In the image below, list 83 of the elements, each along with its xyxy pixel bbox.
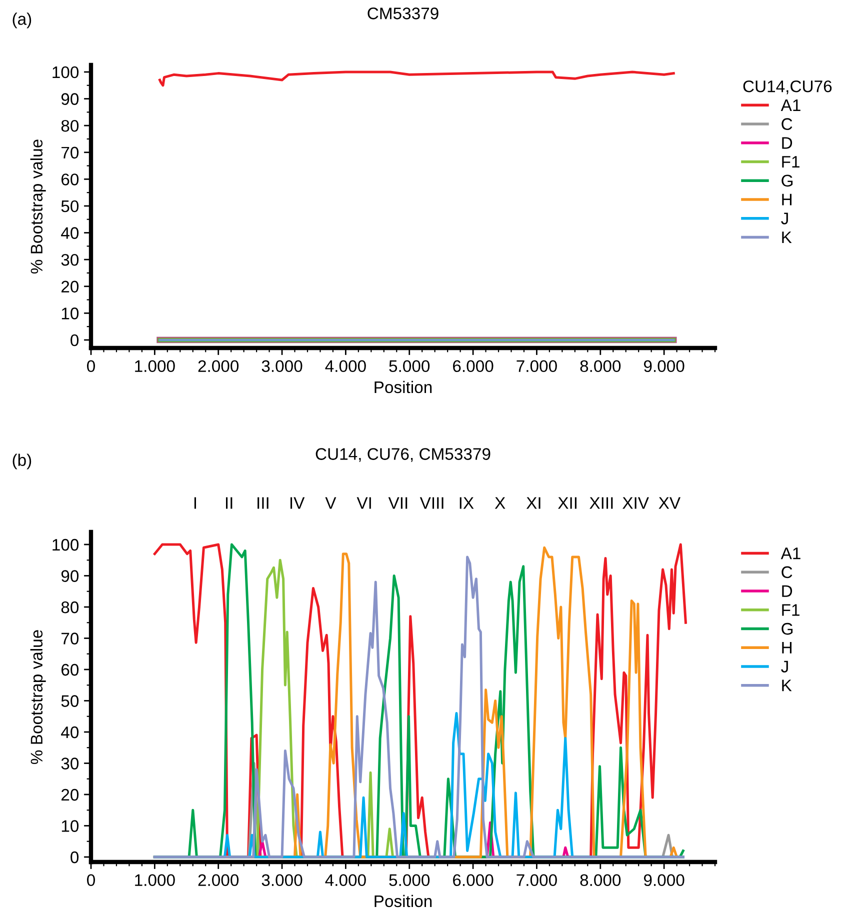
legend-label: K xyxy=(782,232,792,244)
legend-label: F1 xyxy=(782,604,800,616)
legend-label: K xyxy=(782,680,792,692)
x-tick-label: 6.000 xyxy=(453,360,494,372)
y-axis-title: % Bootstrap value xyxy=(30,140,46,274)
y-tick-label: 50 xyxy=(61,200,79,212)
y-axis-title: % Bootstrap value xyxy=(30,630,46,764)
legend-label: H xyxy=(782,194,792,206)
y-tick-label: 60 xyxy=(62,174,79,186)
x-tick-label: 7.000 xyxy=(516,360,557,372)
legend-label: C xyxy=(782,566,792,578)
text: V xyxy=(325,497,336,509)
text: IV xyxy=(290,497,305,509)
y-tick-label: 90 xyxy=(61,93,79,105)
y-tick-label: 30 xyxy=(61,758,79,770)
y-tick-label: 10 xyxy=(62,820,79,832)
legend-label: A1 xyxy=(780,99,800,111)
x-tick-label: 5.000 xyxy=(389,360,430,372)
text: (a) xyxy=(12,12,32,28)
x-tick-label: 9.000 xyxy=(644,874,684,886)
x-tick-label: 3.000 xyxy=(262,360,302,372)
x-axis-title: Position xyxy=(374,380,432,394)
legend-label: G xyxy=(782,622,793,635)
y-tick-label: 40 xyxy=(61,726,79,738)
y-tick-label: 70 xyxy=(62,632,79,644)
line-series xyxy=(158,70,675,87)
x-tick-label: 9.000 xyxy=(644,360,684,372)
x-tick-label: 4.000 xyxy=(325,874,366,886)
legend-label: J xyxy=(781,212,788,224)
y-tick-label: 50 xyxy=(61,695,79,707)
chart-title: CM53379 xyxy=(368,8,438,20)
x-tick-label: 2.000 xyxy=(198,360,239,372)
y-tick-label: 10 xyxy=(62,308,79,320)
x-tick-label: 3.000 xyxy=(262,874,302,886)
x-tick-label: 1.000 xyxy=(135,360,175,372)
text: IX xyxy=(460,497,474,509)
text: (b) xyxy=(12,454,32,470)
legend-label: A1 xyxy=(780,548,800,560)
x-tick-label: 7.000 xyxy=(516,874,557,886)
y-tick-label: 60 xyxy=(62,664,79,676)
text: II xyxy=(226,497,232,509)
chart-title: CU14, CU76, CM53379 xyxy=(316,448,490,462)
legend-label: D xyxy=(782,585,792,597)
text: I xyxy=(194,497,196,509)
legend-label: C xyxy=(782,118,792,130)
y-tick-label: 40 xyxy=(61,227,79,239)
text: XIII xyxy=(590,497,613,509)
x-tick-label: 0 xyxy=(87,360,95,372)
y-tick-label: 100 xyxy=(52,66,79,78)
legend-label: D xyxy=(782,137,792,149)
y-tick-label: 90 xyxy=(61,570,79,582)
text: XIV xyxy=(622,497,649,509)
x-tick-label: 8.000 xyxy=(580,874,621,886)
y-tick-label: 100 xyxy=(52,538,79,551)
legend-title: CU14,CU76 xyxy=(743,80,832,94)
x-axis-title: Position xyxy=(374,894,432,908)
y-tick-label: 20 xyxy=(61,788,79,801)
text: XV xyxy=(658,497,680,509)
text: III xyxy=(258,497,268,509)
text: VIII xyxy=(420,497,444,509)
x-tick-label: 2.000 xyxy=(198,874,239,886)
x-tick-label: 8.000 xyxy=(580,360,621,372)
text: XII xyxy=(558,497,576,509)
legend-label: J xyxy=(781,660,788,672)
y-tick-label: 80 xyxy=(61,120,79,132)
x-tick-label: 5.000 xyxy=(389,874,430,886)
legend-label: G xyxy=(782,174,793,187)
y-tick-label: 20 xyxy=(61,280,79,293)
text: VI xyxy=(356,497,371,509)
text: XI xyxy=(526,497,540,509)
y-tick-label: 30 xyxy=(61,254,79,266)
x-tick-label: 6.000 xyxy=(453,874,494,886)
text: VII xyxy=(388,497,408,509)
y-tick-label: 80 xyxy=(61,601,79,614)
y-tick-label: 0 xyxy=(70,851,79,864)
x-tick-label: 4.000 xyxy=(325,360,366,372)
text: X xyxy=(494,497,506,509)
x-tick-label: 1.000 xyxy=(135,874,175,886)
legend-label: F1 xyxy=(782,156,800,168)
x-tick-label: 0 xyxy=(87,874,95,886)
legend-label: H xyxy=(782,642,792,654)
y-tick-label: 0 xyxy=(70,334,79,346)
y-tick-label: 70 xyxy=(62,146,79,159)
